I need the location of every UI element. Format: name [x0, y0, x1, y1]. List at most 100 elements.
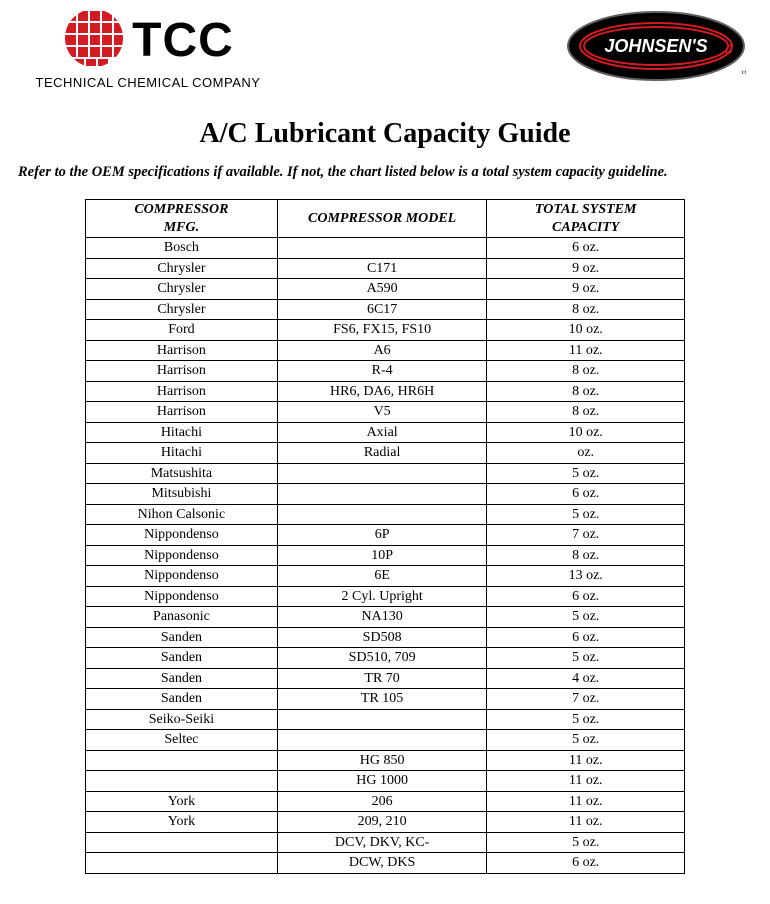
table-row: Seiko-Seiki5 oz.: [86, 709, 685, 730]
cell-mfg: Harrison: [86, 402, 278, 423]
cell-model: [277, 238, 487, 259]
table-row: SandenSD5086 oz.: [86, 627, 685, 648]
cell-capacity: 9 oz.: [487, 258, 685, 279]
tcc-wordmark: TCC: [132, 13, 234, 68]
tcc-logo-top: TCC: [62, 8, 234, 73]
cell-mfg: Sanden: [86, 648, 278, 669]
table-row: SandenTR 704 oz.: [86, 668, 685, 689]
cell-model: SD510, 709: [277, 648, 487, 669]
cell-mfg: Matsushita: [86, 463, 278, 484]
col-header-text: COMPRESSOR: [134, 202, 228, 217]
table-row: HG 85011 oz.: [86, 750, 685, 771]
tcc-subtitle: TECHNICAL CHEMICAL COMPANY: [36, 75, 261, 90]
cell-model: A6: [277, 340, 487, 361]
cell-capacity: 11 oz.: [487, 812, 685, 833]
cell-mfg: Nippondenso: [86, 545, 278, 566]
cell-capacity: 7 oz.: [487, 525, 685, 546]
cell-capacity: 7 oz.: [487, 689, 685, 710]
cell-capacity: 5 oz.: [487, 709, 685, 730]
tcc-logo-block: TCC TECHNICAL CHEMICAL COMPANY: [18, 8, 278, 90]
cell-model: 209, 210: [277, 812, 487, 833]
cell-mfg: [86, 832, 278, 853]
cell-model: HG 1000: [277, 771, 487, 792]
table-row: Nippondenso2 Cyl. Upright6 oz.: [86, 586, 685, 607]
cell-mfg: Nippondenso: [86, 586, 278, 607]
cell-mfg: Bosch: [86, 238, 278, 259]
cell-model: [277, 484, 487, 505]
cell-capacity: 8 oz.: [487, 299, 685, 320]
cell-model: 6P: [277, 525, 487, 546]
cell-model: Radial: [277, 443, 487, 464]
cell-model: 206: [277, 791, 487, 812]
col-header-mfg: COMPRESSOR MFG.: [86, 200, 278, 238]
cell-mfg: Nippondenso: [86, 525, 278, 546]
table-row: ChryslerA5909 oz.: [86, 279, 685, 300]
johnsens-logo: JOHNSEN'S J ™: [566, 10, 746, 82]
col-header-text: TOTAL SYSTEM: [535, 202, 637, 217]
cell-capacity: 5 oz.: [487, 832, 685, 853]
cell-model: 10P: [277, 545, 487, 566]
cell-mfg: Harrison: [86, 340, 278, 361]
cell-capacity: oz.: [487, 443, 685, 464]
page-title: A/C Lubricant Capacity Guide: [10, 118, 760, 150]
table-row: SandenTR 1057 oz.: [86, 689, 685, 710]
table-row: Matsushita 5 oz.: [86, 463, 685, 484]
cell-model: SD508: [277, 627, 487, 648]
table-row: HarrisonHR6, DA6, HR6H8 oz.: [86, 381, 685, 402]
table-row: HarrisonV58 oz.: [86, 402, 685, 423]
cell-mfg: [86, 750, 278, 771]
page-root: TCC TECHNICAL CHEMICAL COMPANY JOHNSEN'S…: [0, 0, 770, 904]
cell-mfg: Harrison: [86, 361, 278, 382]
cell-model: FS6, FX15, FS10: [277, 320, 487, 341]
table-row: Seltec5 oz.: [86, 730, 685, 751]
cell-mfg: [86, 771, 278, 792]
globe-icon: [62, 8, 126, 73]
table-row: ChryslerC1719 oz.: [86, 258, 685, 279]
cell-model: [277, 504, 487, 525]
cell-capacity: 6 oz.: [487, 238, 685, 259]
cell-mfg: Sanden: [86, 668, 278, 689]
cell-model: 6C17: [277, 299, 487, 320]
table-row: Nippondenso6P7 oz.: [86, 525, 685, 546]
cell-capacity: 6 oz.: [487, 586, 685, 607]
table-header: COMPRESSOR MFG. COMPRESSOR MODEL TOTAL S…: [86, 200, 685, 238]
cell-capacity: 8 oz.: [487, 361, 685, 382]
cell-mfg: York: [86, 812, 278, 833]
cell-capacity: 5 oz.: [487, 463, 685, 484]
table-row: DCW, DKS6 oz.: [86, 853, 685, 874]
table-row: Nihon Calsonic5 oz.: [86, 504, 685, 525]
cell-model: [277, 730, 487, 751]
cell-mfg: Sanden: [86, 627, 278, 648]
cell-capacity: 5 oz.: [487, 504, 685, 525]
cell-capacity: 11 oz.: [487, 340, 685, 361]
col-header-text: MFG.: [164, 220, 199, 235]
cell-capacity: 6 oz.: [487, 484, 685, 505]
table-row: Chrysler6C178 oz.: [86, 299, 685, 320]
cell-capacity: 5 oz.: [487, 607, 685, 628]
page-subtitle: Refer to the OEM specifications if avail…: [10, 164, 760, 199]
table-row: Bosch 6 oz.: [86, 238, 685, 259]
col-header-text: COMPRESSOR MODEL: [308, 211, 456, 226]
table-row: HG 100011 oz.: [86, 771, 685, 792]
cell-mfg: York: [86, 791, 278, 812]
cell-capacity: 4 oz.: [487, 668, 685, 689]
cell-capacity: 11 oz.: [487, 791, 685, 812]
capacity-table: COMPRESSOR MFG. COMPRESSOR MODEL TOTAL S…: [85, 199, 685, 874]
cell-model: V5: [277, 402, 487, 423]
cell-mfg: Seltec: [86, 730, 278, 751]
col-header-capacity: TOTAL SYSTEM CAPACITY: [487, 200, 685, 238]
cell-capacity: 8 oz.: [487, 545, 685, 566]
cell-mfg: Hitachi: [86, 443, 278, 464]
cell-mfg: Hitachi: [86, 422, 278, 443]
cell-capacity: 10 oz.: [487, 422, 685, 443]
cell-model: [277, 709, 487, 730]
cell-mfg: Chrysler: [86, 258, 278, 279]
cell-capacity: 11 oz.: [487, 771, 685, 792]
cell-capacity: 8 oz.: [487, 381, 685, 402]
cell-capacity: 10 oz.: [487, 320, 685, 341]
cell-model: DCV, DKV, KC-: [277, 832, 487, 853]
cell-mfg: [86, 853, 278, 874]
cell-model: TR 105: [277, 689, 487, 710]
cell-model: Axial: [277, 422, 487, 443]
table-row: PanasonicNA1305 oz.: [86, 607, 685, 628]
